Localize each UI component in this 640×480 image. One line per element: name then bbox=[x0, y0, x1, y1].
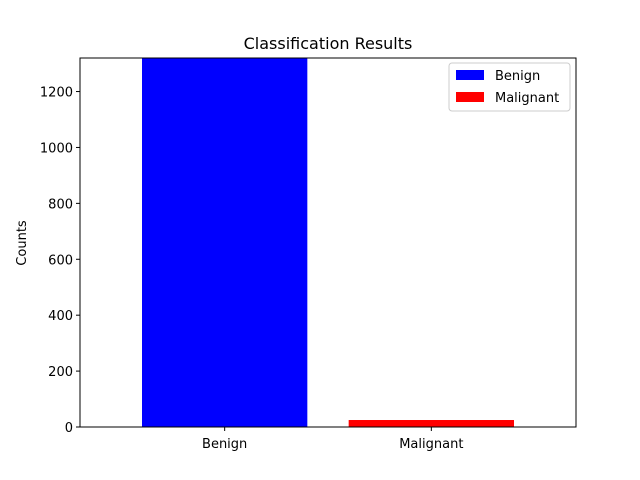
plot-frame bbox=[79, 57, 577, 428]
bar-malignant bbox=[348, 420, 514, 427]
y-tick-label: 600 bbox=[48, 253, 73, 268]
y-tick-label: 1200 bbox=[40, 86, 73, 101]
chart-title: Classification Results bbox=[244, 34, 413, 53]
legend-swatch-malignant bbox=[456, 92, 484, 102]
x-tick-label: Benign bbox=[202, 437, 247, 452]
legend-label-benign: Benign bbox=[495, 69, 540, 84]
y-ticks-layer: 0 200 400 600 800 1000 1200 bbox=[40, 86, 80, 436]
x-ticks-layer: Benign Malignant bbox=[202, 427, 463, 452]
legend: Benign Malignant bbox=[448, 62, 571, 112]
y-tick-label: 200 bbox=[48, 365, 73, 380]
bar-benign bbox=[142, 58, 308, 427]
y-axis-label: Counts bbox=[15, 220, 30, 266]
y-tick-label: 1000 bbox=[40, 141, 73, 156]
y-tick-label: 0 bbox=[65, 421, 73, 436]
bars-layer bbox=[142, 58, 514, 427]
legend-swatch-benign bbox=[456, 70, 484, 80]
x-tick-label: Malignant bbox=[399, 437, 463, 452]
y-tick-label: 400 bbox=[48, 309, 73, 324]
legend-label-malignant: Malignant bbox=[495, 91, 559, 106]
y-tick-label: 800 bbox=[48, 197, 73, 212]
